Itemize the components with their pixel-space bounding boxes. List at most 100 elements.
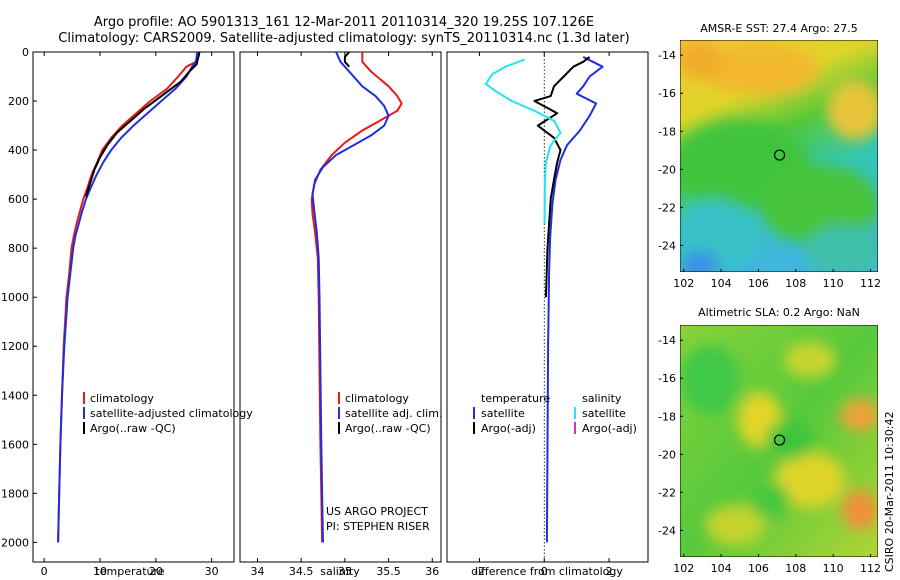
figure-title-line1: Argo profile: AO 5901313_161 12-Mar-2011… <box>94 15 594 30</box>
salinity-panel: 34 34.5 35 35.5 36 salinity climatology sate… <box>239 51 442 578</box>
lon-tick-label: 110 <box>823 562 844 575</box>
salinity-legend: climatology satellite adj. clim. Argo(..… <box>338 392 442 435</box>
legend-heading-temperature: temperature <box>481 392 550 405</box>
lon-tick-label: 112 <box>860 562 881 575</box>
lat-tick-label: -24 <box>658 524 676 537</box>
series-line-argo-raw-qc- <box>85 51 201 197</box>
temperature-axis-label: temperature <box>95 565 164 578</box>
difference-legend: temperature satellite Argo(-adj) salinit… <box>473 392 637 435</box>
legend-entry-argo: Argo(..raw -QC) <box>90 422 176 435</box>
lat-tick-label: -14 <box>658 49 676 62</box>
sst-longitude-ticks: 102 104 106 108 110 112 <box>673 269 881 290</box>
temperature-series <box>57 51 201 543</box>
sla-map-title: Altimetric SLA: 0.2 Argo: NaN <box>698 306 860 319</box>
x-tick-label: 35 <box>338 565 352 578</box>
y-tick-label: 1000 <box>1 291 29 304</box>
x-tick-label: -2 <box>474 565 485 578</box>
temperature-tick-labels: 0 10 20 30 <box>41 52 219 578</box>
lat-tick-label: -24 <box>658 239 676 252</box>
argo-location-marker <box>773 149 786 161</box>
x-tick-label: 10 <box>93 565 107 578</box>
salinity-tick-labels: 34 34.5 35 35.5 36 <box>250 52 439 578</box>
x-tick-label: 0 <box>541 565 548 578</box>
legend-entry-satellite: satellite-adjusted climatology <box>90 407 253 420</box>
difference-panel: -2 0 2 difference from climatology tempera… <box>446 51 649 578</box>
legend-entry-s-satellite: satellite <box>582 407 626 420</box>
temperature-legend: climatology satellite-adjusted climatolo… <box>83 392 253 435</box>
legend-entry-climatology: climatology <box>90 392 154 405</box>
y-tick-label: 800 <box>8 242 29 255</box>
credit-line2: PI: STEPHEN RISER <box>326 520 430 533</box>
series-line-temperature-argo-adj- <box>533 56 591 298</box>
sla-field <box>680 325 878 557</box>
temperature-panel: 0 200 400 600 800 1000 1200 1400 1600 1800 2000 0 1… <box>1 46 253 578</box>
legend-entry-satellite: satellite adj. clim. <box>345 407 442 420</box>
legend-entry-s-argo: Argo(-adj) <box>582 422 637 435</box>
lat-tick-label: -16 <box>658 87 676 100</box>
y-tick-label: 400 <box>8 144 29 157</box>
x-tick-label: 34 <box>250 565 264 578</box>
series-line-temperature-satellite <box>545 56 604 543</box>
credit-line1: US ARGO PROJECT <box>326 505 428 518</box>
lon-tick-label: 104 <box>711 277 732 290</box>
x-tick-label: 35.5 <box>376 565 401 578</box>
lat-tick-label: -18 <box>658 410 676 423</box>
sst-field <box>680 40 878 272</box>
legend-entry-t-argo: Argo(-adj) <box>481 422 536 435</box>
x-tick-label: 0 <box>41 565 48 578</box>
temperature-axes-box <box>32 51 235 563</box>
lon-tick-label: 112 <box>860 277 881 290</box>
difference-tick-labels: -2 0 2 <box>474 52 613 578</box>
salinity-series <box>310 51 403 543</box>
lat-tick-label: -22 <box>658 486 676 499</box>
legend-entry-t-satellite: satellite <box>481 407 525 420</box>
depth-tick-labels: 0 200 400 600 800 1000 1200 1400 1600 1800 2000 <box>1 46 37 549</box>
series-line-salinity-satellite <box>484 58 562 224</box>
y-tick-label: 600 <box>8 193 29 206</box>
figure-title-line2: Climatology: CARS2009. Satellite-adjuste… <box>58 31 630 46</box>
lat-tick-label: -16 <box>658 372 676 385</box>
y-tick-label: 1800 <box>1 487 29 500</box>
x-tick-label: 36 <box>425 565 439 578</box>
y-tick-label: 0 <box>22 46 29 59</box>
difference-axis-label: difference from climatology <box>471 565 623 578</box>
series-line-satellite-adjusted-climatology <box>57 51 199 543</box>
sst-map-title: AMSR-E SST: 27.4 Argo: 27.5 <box>700 22 858 35</box>
side-label: CSIRO 20-Mar-2011 10:30:42 <box>883 411 896 572</box>
y-tick-label: 200 <box>8 95 29 108</box>
y-tick-label: 1400 <box>1 389 29 402</box>
lat-tick-label: -18 <box>658 125 676 138</box>
legend-heading-salinity: salinity <box>582 392 622 405</box>
y-tick-label: 1600 <box>1 438 29 451</box>
legend-entry-argo: Argo(..raw -QC) <box>345 422 431 435</box>
sla-latitude-ticks: -14 -16 -18 -20 -22 -24 <box>658 334 683 537</box>
series-line-satellite-adj-clim- <box>311 51 390 543</box>
lon-tick-label: 110 <box>823 277 844 290</box>
x-tick-label: 34.5 <box>289 565 314 578</box>
lon-tick-label: 108 <box>785 562 806 575</box>
lat-tick-label: -20 <box>658 448 676 461</box>
salinity-axis-label: salinity <box>320 565 360 578</box>
sla-longitude-ticks: 102 104 106 108 110 112 <box>673 554 881 575</box>
y-tick-label: 2000 <box>1 536 29 549</box>
lon-tick-label: 102 <box>673 562 694 575</box>
difference-axes-box <box>446 51 649 563</box>
salinity-axes-box <box>239 51 442 563</box>
lon-tick-label: 108 <box>785 277 806 290</box>
lat-tick-label: -20 <box>658 163 676 176</box>
lon-tick-label: 106 <box>748 277 769 290</box>
series-line-climatology <box>310 52 403 543</box>
lon-tick-label: 106 <box>748 562 769 575</box>
sst-latitude-ticks: -14 -16 -18 -20 -22 -24 <box>658 49 683 252</box>
argo-location-marker <box>773 434 786 446</box>
lon-tick-label: 104 <box>711 562 732 575</box>
x-tick-label: 20 <box>149 565 163 578</box>
difference-series <box>484 56 604 543</box>
lat-tick-label: -22 <box>658 201 676 214</box>
lat-tick-label: -14 <box>658 334 676 347</box>
legend-entry-climatology: climatology <box>345 392 409 405</box>
x-tick-label: 30 <box>205 565 219 578</box>
sla-map: Altimetric SLA: 0.2 Argo: NaN 102 104 106 1… <box>658 306 881 575</box>
x-tick-label: 2 <box>606 565 613 578</box>
